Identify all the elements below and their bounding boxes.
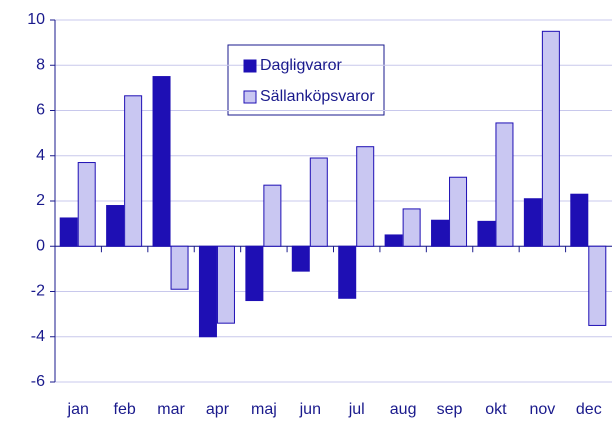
bar [291, 245, 310, 272]
y-tick-label: 2 [36, 192, 45, 209]
y-tick-label: -4 [31, 328, 45, 345]
y-tick-label: 0 [36, 237, 45, 254]
legend-label: Sällanköpsvaror [260, 88, 375, 105]
bar [152, 76, 171, 247]
bar [477, 220, 496, 247]
y-tick-label: 10 [27, 11, 45, 28]
bar [198, 245, 217, 338]
bar [245, 245, 264, 302]
bar [59, 217, 78, 247]
bar [402, 208, 421, 247]
bar [495, 122, 514, 247]
y-tick-label: -6 [31, 373, 45, 390]
bar [356, 146, 375, 247]
bar [588, 245, 607, 326]
x-tick-label: jul [348, 401, 365, 418]
bar [338, 245, 357, 299]
x-tick-label: aug [390, 401, 417, 418]
x-tick-label: nov [529, 401, 555, 418]
bar [263, 184, 282, 247]
x-tick-label: apr [206, 401, 230, 418]
bar [124, 95, 143, 247]
y-tick-label: 4 [36, 147, 45, 164]
x-tick-label: dec [576, 401, 602, 418]
x-tick-label: jun [299, 401, 321, 418]
bar [106, 205, 125, 247]
bar [570, 193, 589, 247]
bar [541, 30, 560, 247]
y-tick-label: -2 [31, 283, 45, 300]
bar [216, 245, 235, 324]
bar [449, 176, 468, 247]
bar [170, 245, 189, 290]
legend-swatch [243, 90, 257, 104]
legend-label: Dagligvaror [260, 57, 342, 74]
y-tick-label: 8 [36, 56, 45, 73]
x-tick-label: mar [157, 401, 185, 418]
bar [309, 157, 328, 247]
x-tick-label: okt [485, 401, 507, 418]
bar [523, 198, 542, 247]
legend-swatch [243, 59, 257, 73]
bar [384, 234, 403, 247]
bar [77, 162, 96, 247]
x-tick-label: sep [437, 401, 463, 418]
y-tick-label: 6 [36, 102, 45, 119]
x-tick-label: feb [114, 401, 136, 418]
x-tick-label: jan [67, 401, 89, 418]
bar [431, 219, 450, 247]
x-tick-label: maj [251, 401, 277, 418]
